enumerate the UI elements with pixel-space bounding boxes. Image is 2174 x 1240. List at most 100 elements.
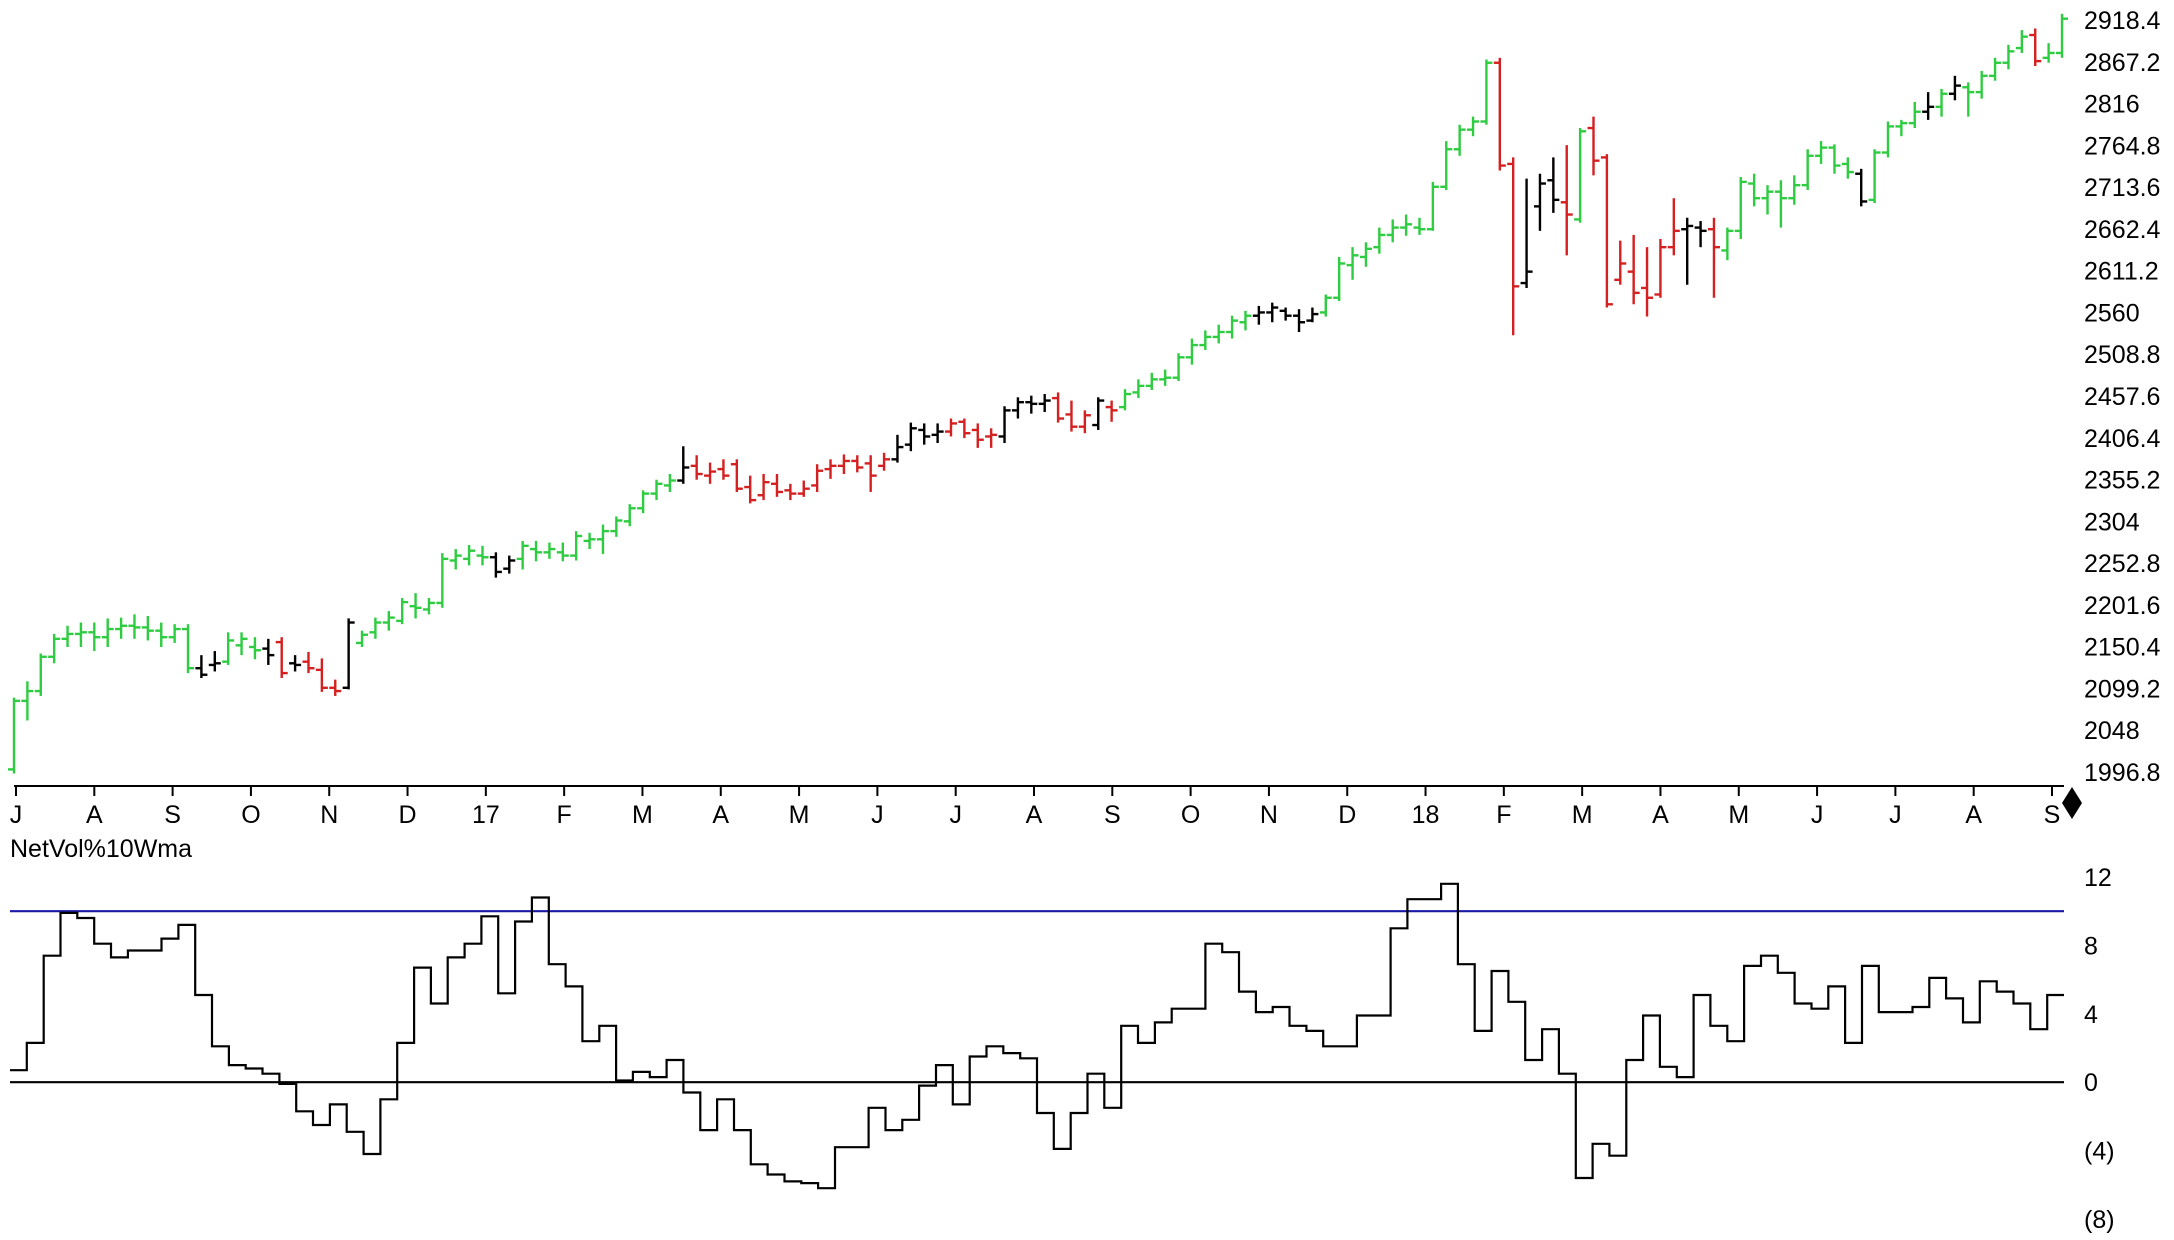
- price-bar: [704, 462, 717, 484]
- price-bar: [663, 474, 676, 492]
- price-bar: [1895, 119, 1908, 137]
- price-bar: [1600, 154, 1613, 308]
- price-bar: [757, 474, 770, 501]
- price-bar: [128, 614, 141, 639]
- x-tick-label: O: [241, 801, 260, 829]
- price-bar: [1721, 227, 1734, 261]
- price-y-tick-label: 2355.2: [2084, 467, 2160, 495]
- x-tick-label: J: [871, 801, 884, 829]
- x-tick-label: M: [789, 801, 810, 829]
- x-tick-label: O: [1181, 801, 1200, 829]
- price-bar: [784, 483, 797, 501]
- price-bar: [1306, 307, 1319, 323]
- price-bar: [958, 418, 971, 439]
- price-bar: [235, 632, 248, 656]
- x-tick-label: 17: [472, 801, 500, 829]
- price-bar: [1065, 400, 1078, 432]
- price-y-tick-label: 2918.4: [2084, 7, 2161, 35]
- x-tick-label: J: [10, 801, 23, 829]
- price-bar: [1199, 330, 1212, 350]
- price-bar: [1948, 75, 1961, 101]
- price-bar: [21, 681, 34, 721]
- price-bar: [1212, 324, 1225, 344]
- price-bar: [1132, 379, 1145, 399]
- price-bar: [34, 653, 47, 696]
- price-bar: [1855, 168, 1868, 207]
- indicator-y-tick-label: 12: [2084, 864, 2112, 892]
- price-bar: [1641, 247, 1654, 317]
- price-bar: [503, 555, 516, 574]
- price-bar: [878, 452, 891, 471]
- price-bar: [302, 651, 315, 674]
- price-bar: [864, 455, 877, 492]
- x-tick-label: M: [1728, 801, 1749, 829]
- x-tick-label: M: [632, 801, 653, 829]
- price-bar: [1386, 219, 1399, 243]
- price-bar: [369, 617, 382, 639]
- price-bar: [1560, 145, 1573, 256]
- price-bar: [1159, 369, 1172, 386]
- price-bar: [1574, 128, 1587, 223]
- price-bar: [891, 434, 904, 463]
- price-bar: [1761, 185, 1774, 215]
- price-bar: [1346, 247, 1359, 280]
- price-bar: [998, 406, 1011, 443]
- scroll-marker-icon[interactable]: [2062, 787, 2082, 819]
- price-bar: [1252, 305, 1265, 325]
- price-bar: [155, 622, 168, 647]
- price-bar: [1467, 116, 1480, 137]
- price-bar: [1975, 70, 1988, 99]
- price-bar: [824, 459, 837, 479]
- price-bar: [1239, 310, 1252, 331]
- price-bar: [396, 598, 409, 625]
- price-bar: [262, 638, 275, 665]
- price-bar: [1801, 149, 1814, 191]
- x-tick-label: S: [164, 801, 181, 829]
- price-bar: [1547, 157, 1560, 213]
- price-bar: [530, 540, 543, 562]
- indicator-step-line: [10, 882, 2064, 1190]
- price-bar: [342, 618, 355, 690]
- price-bar: [851, 455, 864, 473]
- price-bar: [115, 617, 128, 639]
- price-bar: [1614, 240, 1627, 285]
- indicator-y-tick-label: 4: [2084, 1001, 2098, 1029]
- price-bar: [1694, 221, 1707, 248]
- price-bar: [1279, 307, 1292, 321]
- price-bar: [1962, 82, 1975, 117]
- price-bar: [904, 422, 917, 452]
- x-tick-label: J: [1811, 801, 1824, 829]
- price-bar: [1025, 395, 1038, 414]
- price-bar: [74, 622, 87, 647]
- price-bar: [1908, 101, 1921, 129]
- price-bar: [516, 540, 529, 570]
- price-y-tick-label: 2508.8: [2084, 341, 2160, 369]
- price-bar: [690, 455, 703, 480]
- price-bar: [1788, 175, 1801, 205]
- price-bar: [101, 618, 114, 647]
- price-y-tick-label: 2867.2: [2084, 49, 2160, 77]
- x-tick-label: F: [1496, 801, 1511, 829]
- price-bar: [409, 593, 422, 619]
- price-y-tick-label: 2662.4: [2084, 216, 2161, 244]
- price-y-tick-label: 2201.6: [2084, 592, 2160, 620]
- price-y-ticks: 2918.4 2867.2 2816 2764.8 2713.6 2662.4 2611.2…: [2084, 7, 2161, 787]
- price-bars: [8, 13, 2068, 774]
- price-bar: [141, 615, 154, 641]
- price-y-tick-label: 2457.6: [2084, 383, 2160, 411]
- price-y-tick-label: 2713.6: [2084, 174, 2160, 202]
- price-bar: [1319, 294, 1332, 317]
- x-tick-label: N: [1260, 801, 1278, 829]
- indicator-y-tick-label: (8): [2084, 1206, 2115, 1234]
- price-bar: [1868, 149, 1881, 204]
- x-tick-label: A: [1652, 801, 1669, 829]
- price-bar: [1105, 400, 1118, 422]
- price-bar: [1011, 397, 1024, 419]
- price-bar: [1667, 198, 1680, 256]
- price-bar: [1480, 59, 1493, 125]
- price-bar: [556, 542, 569, 562]
- price-bar: [1841, 157, 1854, 179]
- price-bar: [1440, 141, 1453, 191]
- price-bar: [797, 480, 810, 497]
- price-bar: [1627, 234, 1640, 305]
